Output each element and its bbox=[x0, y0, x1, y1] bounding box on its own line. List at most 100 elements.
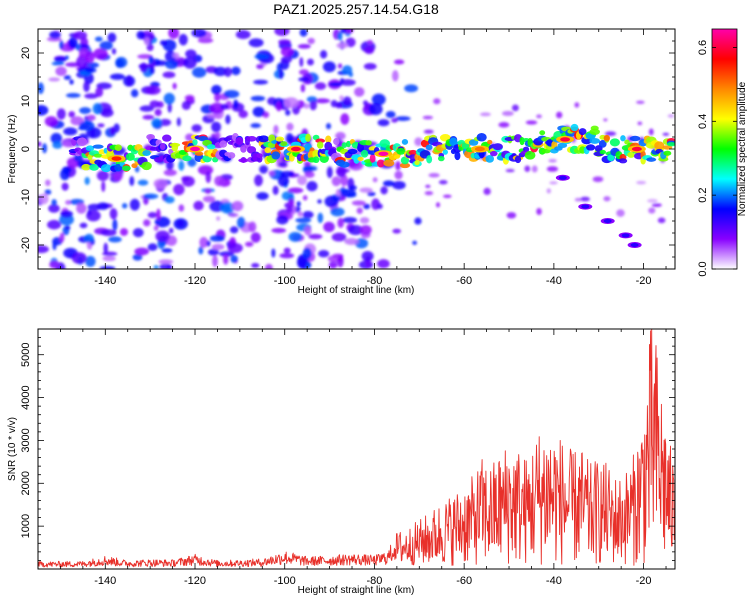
spectrogram-cell bbox=[422, 115, 433, 120]
snr-y-label: SNR (10 * v/v) bbox=[7, 417, 18, 481]
spectrogram-cell bbox=[525, 120, 538, 125]
spectrogram-cell bbox=[433, 98, 441, 105]
spectrogram-trend-cell bbox=[621, 233, 630, 238]
spectrogram-cell bbox=[55, 66, 67, 77]
spectrogram-cell bbox=[357, 156, 364, 162]
spectrogram-cell bbox=[99, 41, 113, 51]
spectrogram-cell bbox=[663, 150, 672, 156]
spectrogram-cell bbox=[38, 193, 49, 205]
spectrogram-cell bbox=[603, 118, 608, 122]
spectrogram-cell bbox=[238, 158, 249, 163]
spectrogram-hotspot bbox=[560, 137, 571, 142]
spectrogram-cell bbox=[274, 29, 290, 36]
spectrogram-cell bbox=[259, 165, 269, 174]
spectrogram-y-tick-label: 10 bbox=[20, 95, 32, 107]
spectrogram-cell bbox=[161, 248, 173, 253]
spectrogram-x-tick-label: -20 bbox=[636, 275, 652, 287]
spectrogram-cell bbox=[114, 144, 122, 151]
spectrogram-cell bbox=[426, 155, 433, 164]
spectrogram-cell bbox=[536, 207, 542, 216]
spectrogram-cell bbox=[286, 206, 293, 213]
spectrogram-cell bbox=[79, 222, 88, 229]
spectrogram-y-label: Frequency (Hz) bbox=[7, 115, 18, 184]
spectrogram-cell bbox=[425, 144, 433, 151]
spectrogram-cell bbox=[202, 195, 216, 203]
spectrogram-hotspot bbox=[290, 146, 301, 152]
spectrogram-cell bbox=[252, 106, 265, 118]
spectrogram-cell bbox=[244, 241, 254, 247]
spectrogram-cell bbox=[176, 219, 184, 227]
spectrogram-cell bbox=[361, 251, 374, 262]
spectrogram-cell bbox=[154, 108, 162, 117]
spectrogram-cell bbox=[142, 114, 155, 120]
spectrogram-cell bbox=[618, 158, 628, 164]
spectrogram-cell bbox=[483, 187, 491, 196]
spectrogram-cell bbox=[337, 63, 343, 69]
spectrogram-cell bbox=[371, 93, 386, 106]
spectrogram-cell bbox=[336, 165, 347, 178]
spectrogram-cell bbox=[393, 59, 405, 65]
spectrogram-cell bbox=[335, 131, 346, 140]
colorbar-frame bbox=[711, 28, 738, 270]
spectrogram-cell bbox=[368, 103, 383, 116]
spectrogram-cell bbox=[662, 132, 670, 136]
spectrogram-cell bbox=[604, 131, 617, 136]
spectrogram-cell bbox=[246, 146, 257, 154]
spectrogram-cell bbox=[61, 182, 69, 191]
spectrogram-cell bbox=[198, 135, 209, 142]
spectrogram-cell bbox=[69, 79, 74, 85]
spectrogram-cell bbox=[238, 110, 248, 119]
spectrogram-cell bbox=[546, 188, 551, 194]
snr-panel: -140 -120 -100 -80 -60 -40 -20 1000 2000 3000 400… bbox=[7, 328, 676, 596]
spectrogram-cell bbox=[574, 102, 580, 108]
spectrogram-cell bbox=[134, 247, 150, 256]
spectrogram-x-tick-label: -120 bbox=[184, 275, 206, 287]
spectrogram-cell bbox=[191, 124, 202, 133]
spectrogram-cell bbox=[87, 114, 96, 121]
spectrogram-cell bbox=[176, 117, 181, 127]
spectrogram-cell bbox=[294, 206, 301, 213]
spectrogram-cell bbox=[296, 201, 301, 207]
spectrogram-cell bbox=[372, 177, 378, 183]
spectrogram-cell bbox=[283, 247, 291, 254]
spectrogram-cell bbox=[139, 105, 154, 112]
spectrogram-cell bbox=[364, 46, 375, 55]
spectrogram-cell bbox=[339, 95, 344, 101]
spectrogram-cell bbox=[246, 136, 257, 142]
spectrogram-cell bbox=[172, 52, 180, 59]
spectrogram-cell bbox=[348, 71, 354, 78]
colorbar-tick-label: 0.2 bbox=[697, 188, 709, 203]
spectrogram-cell bbox=[100, 229, 117, 237]
spectrogram-cell bbox=[607, 154, 615, 162]
spectrogram-cell bbox=[250, 123, 261, 129]
spectrogram-cell bbox=[192, 139, 198, 146]
spectrogram-cell bbox=[325, 135, 332, 144]
spectrogram-cell bbox=[79, 107, 92, 114]
spectrogram-cell bbox=[501, 110, 514, 117]
spectrogram-cell bbox=[331, 232, 347, 242]
snr-x-ticks: -140 -120 -100 -80 -60 -40 -20 bbox=[37, 329, 667, 587]
spectrogram-cell bbox=[153, 178, 168, 189]
spectrogram-cell bbox=[536, 114, 542, 119]
snr-x-tick-label: -140 bbox=[94, 575, 116, 587]
spectrogram-cell bbox=[279, 170, 295, 178]
spectrogram-cell bbox=[487, 139, 493, 145]
spectrogram-cell bbox=[52, 241, 57, 251]
spectrogram-cell bbox=[286, 122, 294, 131]
spectrogram-cell bbox=[197, 165, 214, 175]
spectrogram-cell bbox=[302, 211, 314, 219]
spectrogram-cell bbox=[254, 174, 263, 187]
spectrogram-cell bbox=[287, 187, 304, 194]
spectrogram-cell bbox=[265, 263, 273, 269]
spectrogram-cell bbox=[394, 170, 403, 180]
spectrogram-cell bbox=[324, 195, 339, 208]
spectrogram-cell bbox=[549, 181, 558, 185]
spectrogram-cell bbox=[341, 142, 348, 149]
spectrogram-cell bbox=[171, 142, 179, 152]
spectrogram-cell bbox=[111, 48, 117, 55]
spectrogram-cell bbox=[557, 142, 568, 148]
spectrogram-cell bbox=[351, 200, 366, 206]
spectrogram-cell bbox=[209, 234, 225, 242]
spectrogram-cell bbox=[539, 130, 546, 136]
spectrogram-cell bbox=[147, 211, 158, 219]
